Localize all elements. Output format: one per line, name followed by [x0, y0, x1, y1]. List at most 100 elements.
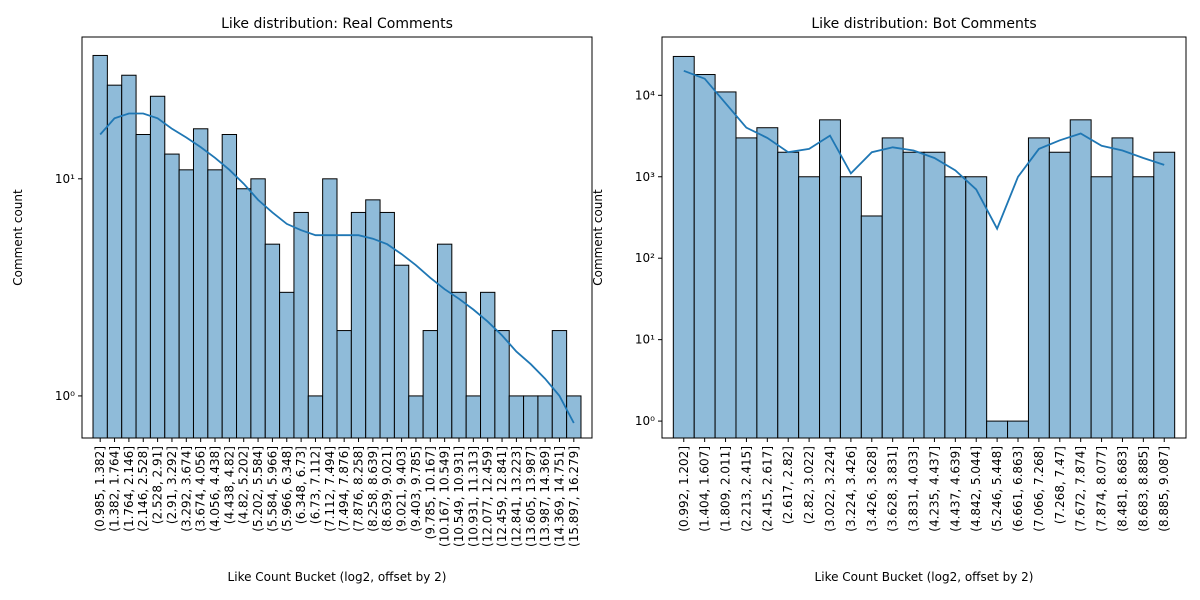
x-tick-label: (4.056, 4.438] [208, 446, 222, 532]
x-axis-label: Like Count Bucket (log2, offset by 2) [228, 570, 447, 584]
axes-frame [661, 36, 1187, 439]
x-tick-label: (4.235, 4.437] [927, 446, 941, 532]
bar [693, 74, 716, 439]
subplot-title: Like distribution: Real Comments [221, 16, 453, 32]
bar [566, 395, 582, 439]
bar [192, 128, 209, 439]
bar [480, 291, 496, 439]
x-tick-label: (5.966, 6.348] [280, 446, 294, 532]
bar [735, 137, 758, 439]
x-tick-label: (5.584, 5.966] [265, 446, 279, 532]
bar [923, 151, 946, 439]
y-tick-label: 10¹ [55, 172, 75, 186]
x-tick-label: (9.403, 9.785] [409, 446, 423, 532]
bar [1111, 137, 1134, 439]
bar [839, 176, 862, 439]
x-tick-label: (3.022, 3.224] [823, 446, 837, 532]
bar [178, 169, 194, 439]
x-tick-label: (10.549, 10.931] [452, 446, 466, 547]
x-tick-label: (12.841, 13.223] [509, 446, 523, 547]
bar [860, 215, 883, 439]
x-tick-label: (5.202, 5.584] [251, 446, 265, 532]
bar [494, 330, 510, 439]
x-axis-label: Like Count Bucket (log2, offset by 2) [815, 570, 1034, 584]
bar [465, 395, 482, 439]
bar [106, 84, 123, 439]
x-tick-label: (1.764, 2.146] [122, 446, 136, 532]
bar [279, 291, 295, 439]
x-tick-label: (8.639, 9.021] [380, 446, 394, 532]
x-tick-label: (13.987, 14.369] [538, 446, 552, 547]
bar [819, 119, 841, 439]
x-tick-label: (9.785, 10.167] [423, 446, 437, 539]
bar [451, 291, 467, 439]
x-tick-label: (1.809, 2.011] [719, 446, 733, 532]
x-tick-label: (9.021, 9.403] [395, 446, 409, 532]
x-tick-label: (12.459, 12.841] [495, 446, 509, 547]
bar [508, 395, 525, 439]
bar [944, 176, 967, 439]
bar [236, 188, 252, 439]
x-tick-label: (4.82, 5.202] [237, 446, 251, 524]
x-tick-label: (12.077, 12.459] [481, 446, 495, 547]
bar [523, 395, 539, 439]
x-tick-label: (3.426, 3.628] [865, 446, 879, 532]
x-tick-label: (7.876, 8.258] [352, 446, 366, 532]
bar [436, 243, 453, 439]
bar [135, 134, 151, 439]
x-tick-label: (6.661, 6.863] [1011, 446, 1025, 532]
bar [1007, 420, 1029, 439]
bar [92, 54, 108, 439]
bar [422, 330, 438, 439]
bar [408, 395, 424, 439]
x-tick-label: (10.931, 11.313] [466, 446, 480, 547]
x-tick-label: (1.382, 1.764] [108, 446, 122, 532]
bar [537, 395, 553, 439]
x-tick-label: (5.246, 5.448] [990, 446, 1004, 532]
bar [965, 176, 988, 439]
x-tick-label: (2.617, 2.82] [781, 446, 795, 524]
x-tick-label: (13.605, 13.987] [524, 446, 538, 547]
x-tick-label: (2.213, 2.415] [739, 446, 753, 532]
y-tick-label: 10³ [635, 170, 655, 184]
x-tick-label: (3.292, 3.674] [179, 446, 193, 532]
x-tick-label: (15.897, 16.279] [567, 446, 581, 547]
bar [1153, 151, 1176, 439]
y-tick-label: 10⁰ [635, 414, 655, 428]
bar [264, 243, 281, 439]
kde-line [683, 69, 1165, 231]
bar [1132, 176, 1155, 439]
subplot-title: Like distribution: Bot Comments [811, 16, 1036, 32]
y-tick-label: 10⁴ [635, 88, 655, 102]
x-tick-label: (2.415, 2.617] [760, 446, 774, 532]
x-tick-label: (6.73, 7.112] [308, 446, 322, 524]
bar [1048, 151, 1071, 439]
x-tick-label: (8.481, 8.683] [1115, 446, 1129, 532]
bar [365, 199, 381, 439]
x-tick-label: (7.874, 8.077] [1095, 446, 1109, 532]
x-tick-label: (2.82, 3.022] [802, 446, 816, 524]
bar [322, 178, 338, 439]
bar [164, 153, 180, 439]
x-tick-label: (8.683, 8.885] [1136, 446, 1150, 532]
x-tick-label: (14.369, 14.751] [552, 446, 566, 547]
y-tick-label: 10⁰ [55, 389, 75, 403]
bar [1027, 137, 1050, 439]
x-tick-label: (10.167, 10.549] [438, 446, 452, 547]
bar [250, 178, 266, 439]
bar [393, 264, 410, 439]
axes-frame [81, 36, 593, 439]
x-tick-label: (2.528, 2.91] [151, 446, 165, 524]
bar [121, 74, 137, 439]
bar [902, 151, 925, 439]
bar [149, 95, 166, 439]
bar [379, 211, 395, 439]
bar [350, 211, 367, 439]
y-tick-label: 10² [635, 251, 655, 265]
x-tick-label: (4.437, 4.639] [948, 446, 962, 532]
x-tick-label: (2.91, 3.292] [165, 446, 179, 524]
x-tick-label: (6.348, 6.73] [294, 446, 308, 524]
bar [881, 137, 904, 439]
